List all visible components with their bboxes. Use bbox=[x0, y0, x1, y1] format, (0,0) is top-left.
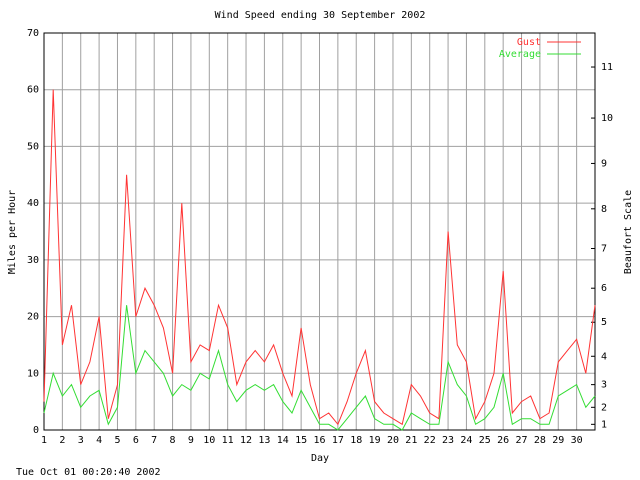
y-tick-label: 20 bbox=[27, 312, 39, 323]
x-tick-label: 25 bbox=[479, 435, 491, 446]
y-tick-label: 30 bbox=[27, 255, 39, 266]
x-tick-label: 18 bbox=[350, 435, 362, 446]
chart-title: Wind Speed ending 30 September 2002 bbox=[215, 10, 426, 21]
y2-tick-label: 3 bbox=[601, 380, 607, 391]
y2-tick-label: 5 bbox=[601, 317, 607, 328]
plot-frame bbox=[43, 32, 596, 431]
x-tick-label: 6 bbox=[133, 435, 139, 446]
x-tick-label: 23 bbox=[442, 435, 454, 446]
timestamp: Tue Oct 01 00:20:40 2002 bbox=[16, 467, 161, 478]
x-tick-label: 20 bbox=[387, 435, 399, 446]
y2-tick-label: 2 bbox=[601, 402, 607, 413]
y-tick-label: 70 bbox=[27, 28, 39, 39]
y-tick-label: 60 bbox=[27, 85, 39, 96]
legend-label: Average bbox=[499, 49, 541, 60]
y-tick-label: 0 bbox=[33, 425, 39, 436]
x-tick-label: 29 bbox=[552, 435, 564, 446]
series-line bbox=[43, 305, 596, 431]
x-tick-label: 4 bbox=[96, 435, 102, 446]
x-tick-label: 9 bbox=[188, 435, 194, 446]
y2-tick-label: 10 bbox=[601, 113, 613, 124]
y-tick-label: 40 bbox=[27, 198, 39, 209]
y-axis-label: Miles per Hour bbox=[7, 190, 18, 274]
x-tick-label: 5 bbox=[114, 435, 120, 446]
y2-tick-label: 7 bbox=[601, 244, 607, 255]
y-tick-label: 50 bbox=[27, 141, 39, 152]
x-axis-label: Day bbox=[311, 453, 329, 464]
y2-tick-label: 6 bbox=[601, 283, 607, 294]
x-tick-label: 3 bbox=[78, 435, 84, 446]
x-tick-label: 10 bbox=[203, 435, 215, 446]
x-tick-label: 12 bbox=[240, 435, 252, 446]
y2-tick-label: 4 bbox=[601, 351, 607, 362]
x-tick-label: 2 bbox=[59, 435, 65, 446]
x-tick-label: 13 bbox=[258, 435, 270, 446]
x-tick-label: 26 bbox=[497, 435, 509, 446]
x-tick-label: 14 bbox=[277, 435, 289, 446]
x-tick-label: 17 bbox=[332, 435, 344, 446]
y2-tick-label: 9 bbox=[601, 158, 607, 169]
x-tick-label: 1 bbox=[41, 435, 47, 446]
series-line bbox=[43, 89, 596, 426]
y2-axis-label: Beaufort Scale bbox=[623, 190, 634, 274]
x-tick-label: 15 bbox=[295, 435, 307, 446]
y2-tick-label: 11 bbox=[601, 62, 613, 73]
x-tick-label: 19 bbox=[369, 435, 381, 446]
y2-tick-label: 1 bbox=[601, 419, 607, 430]
x-tick-label: 27 bbox=[516, 435, 528, 446]
y2-tick-label: 8 bbox=[601, 204, 607, 215]
x-tick-label: 8 bbox=[170, 435, 176, 446]
x-tick-label: 22 bbox=[424, 435, 436, 446]
x-tick-label: 28 bbox=[534, 435, 546, 446]
x-tick-label: 30 bbox=[571, 435, 583, 446]
y-tick-label: 10 bbox=[27, 368, 39, 379]
x-tick-label: 16 bbox=[313, 435, 325, 446]
x-tick-label: 21 bbox=[405, 435, 417, 446]
x-tick-label: 24 bbox=[460, 435, 472, 446]
legend-label: Gust bbox=[517, 37, 541, 48]
x-tick-label: 11 bbox=[222, 435, 234, 446]
x-tick-label: 7 bbox=[151, 435, 157, 446]
